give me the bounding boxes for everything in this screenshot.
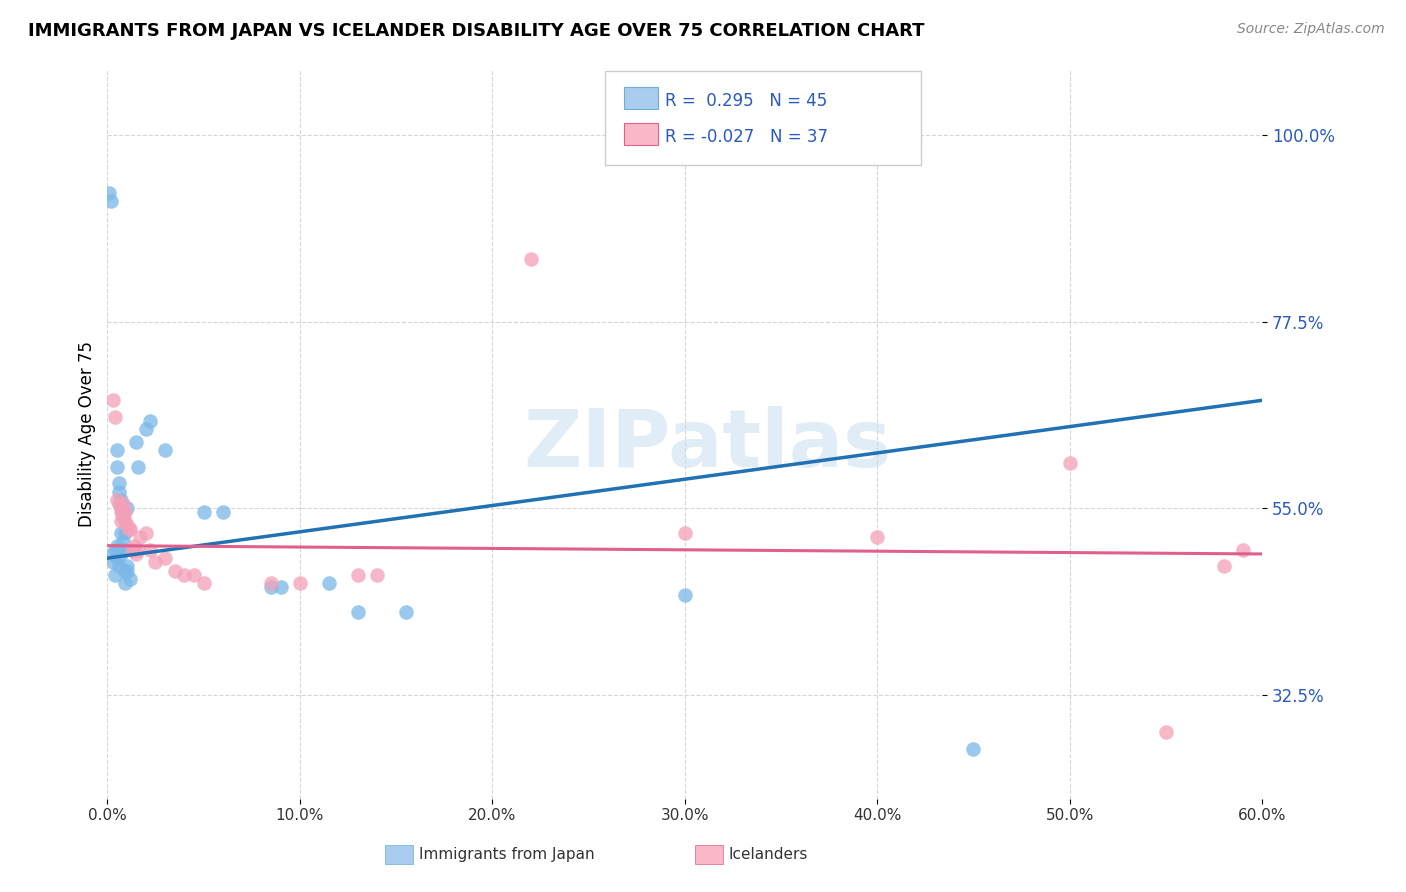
Point [138,542,160,557]
Point [108,542,131,557]
Point [110,514,132,528]
Point [110,493,132,508]
Point [111,509,134,524]
Point [129,530,152,544]
Point [111,542,134,557]
Point [117,522,139,536]
Point [115,559,138,574]
Point [114,564,136,578]
Point [104,410,127,425]
Point [114,514,136,528]
Point [110,506,132,520]
Point [288,576,311,591]
Point [105,493,128,508]
Text: Immigrants from Japan: Immigrants from Japan [419,847,595,863]
Point [318,576,340,591]
Text: IMMIGRANTS FROM JAPAN VS ICELANDER DISABILITY AGE OVER 75 CORRELATION CHART: IMMIGRANTS FROM JAPAN VS ICELANDER DISAB… [28,22,925,40]
Point [125,434,148,449]
Point [105,539,128,553]
Point [115,517,138,532]
Point [1212,559,1234,574]
Point [115,564,138,578]
Point [105,551,128,566]
Point [395,605,418,619]
Point [110,526,132,541]
Point [145,555,167,569]
Point [120,572,142,586]
Y-axis label: Disability Age Over 75: Disability Age Over 75 [79,341,96,526]
Point [866,530,889,544]
Text: Source: ZipAtlas.com: Source: ZipAtlas.com [1237,22,1385,37]
Point [366,567,388,582]
Point [111,506,134,520]
Point [153,551,176,566]
Point [101,547,124,561]
Point [101,555,124,569]
Point [121,542,143,557]
Point [127,459,149,474]
Point [110,501,132,516]
Point [346,605,368,619]
Point [673,526,696,541]
Text: R =  0.295   N = 45: R = 0.295 N = 45 [665,92,827,110]
Point [108,476,131,491]
Point [121,542,143,557]
Point [111,534,134,549]
Text: Icelanders: Icelanders [728,847,807,863]
Point [260,576,283,591]
Point [173,567,195,582]
Point [114,576,136,591]
Point [108,484,131,499]
Point [104,567,127,582]
Point [114,506,136,520]
Text: ZIPatlas: ZIPatlas [523,406,891,483]
Point [114,526,136,541]
Point [138,414,160,428]
Point [115,501,138,516]
Text: R = -0.027   N = 37: R = -0.027 N = 37 [665,128,828,145]
Point [135,422,157,436]
Point [101,393,124,408]
Point [962,742,984,756]
Point [111,497,134,511]
Point [193,576,215,591]
Point [1232,542,1254,557]
Point [114,542,136,557]
Point [108,497,131,511]
Point [98,186,121,200]
Point [135,526,157,541]
Point [183,567,205,582]
Point [108,559,131,574]
Point [1154,725,1177,739]
Point [124,539,146,553]
Point [270,580,292,594]
Point [125,547,148,561]
Point [163,564,186,578]
Point [111,506,134,520]
Point [346,567,368,582]
Point [673,589,696,603]
Point [260,580,283,594]
Point [104,542,127,557]
Point [105,443,128,458]
Point [100,194,122,209]
Point [193,506,215,520]
Point [519,252,541,267]
Point [120,522,142,536]
Point [110,547,132,561]
Point [127,542,149,557]
Point [105,459,128,474]
Point [211,506,233,520]
Point [1059,456,1081,470]
Point [153,443,176,458]
